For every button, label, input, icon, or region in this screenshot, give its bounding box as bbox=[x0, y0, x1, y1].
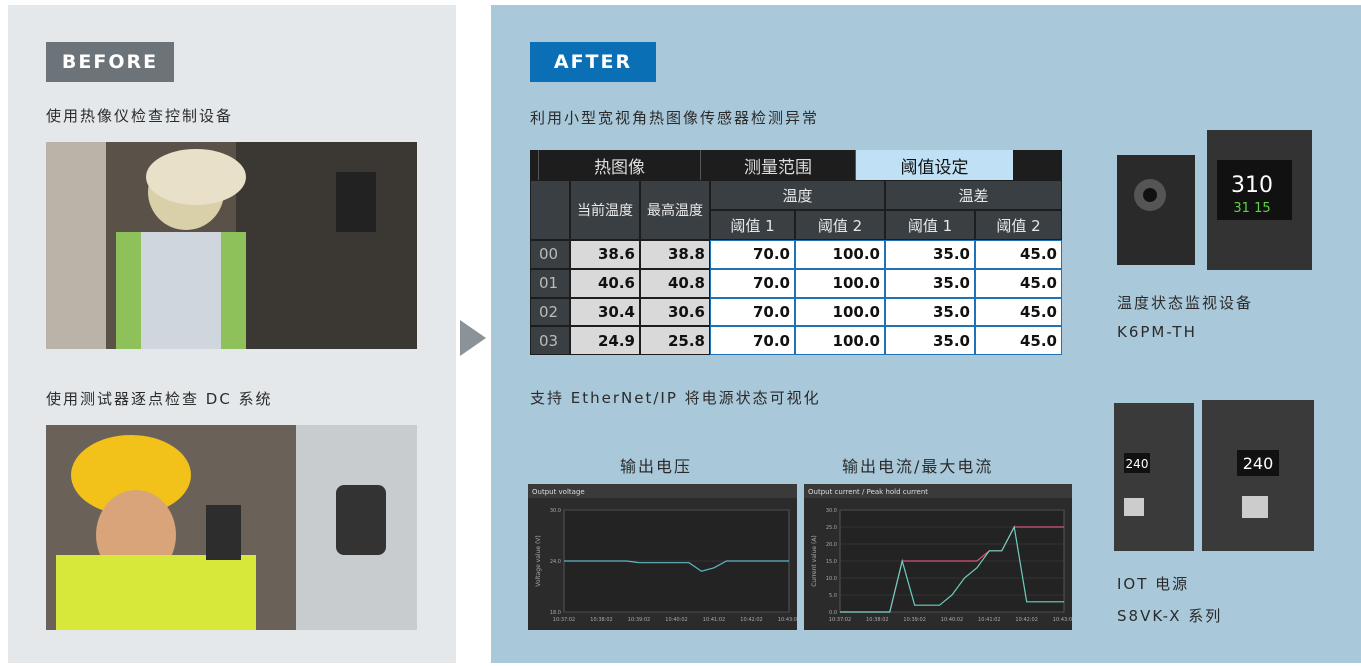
y-tick-label: 25.0 bbox=[826, 525, 837, 531]
table-cell: 45.0 bbox=[975, 269, 1062, 298]
header-cell: 阈值 2 bbox=[795, 210, 885, 240]
y-tick-label: 0.0 bbox=[829, 610, 837, 616]
table-cell: 70.0 bbox=[710, 269, 795, 298]
y-tick-label: 10.0 bbox=[826, 576, 837, 582]
table-cell: 70.0 bbox=[710, 240, 795, 269]
caption: 使用热像仪检查控制设备 bbox=[46, 105, 233, 126]
before-label: BEFORE bbox=[46, 42, 174, 82]
y-axis-label: Current value (A) bbox=[811, 535, 818, 587]
table-cell: 100.0 bbox=[795, 326, 885, 355]
chart: Output voltage 18.0 24.0 30.0 Voltage value … bbox=[528, 484, 797, 630]
caption: 使用测试器逐点检查 DC 系统 bbox=[46, 388, 273, 409]
x-tick-label: 10:39:02 bbox=[628, 617, 650, 623]
table-cell: 45.0 bbox=[975, 240, 1062, 269]
chart: Output current / Peak hold current 0.0 5.0… bbox=[804, 484, 1072, 630]
table-cell: 35.0 bbox=[885, 326, 975, 355]
x-tick-label: 10:38:02 bbox=[590, 617, 612, 623]
table-cell: 45.0 bbox=[975, 326, 1062, 355]
chart-title: Output voltage bbox=[532, 488, 585, 496]
svg-text:240: 240 bbox=[1243, 454, 1274, 473]
x-tick-label: 10:37:02 bbox=[553, 617, 575, 623]
table-cell: 38.8 bbox=[640, 240, 710, 269]
table-cell: 30.4 bbox=[570, 298, 640, 327]
table-cell: 100.0 bbox=[795, 298, 885, 327]
y-tick-label: 15.0 bbox=[826, 559, 837, 565]
page: BEFORE 使用热像仪检查控制设备 使用测试器逐点检查 DC 系统 AFTER… bbox=[0, 0, 1361, 666]
svg-text:240: 240 bbox=[1126, 457, 1149, 471]
header-cell: 阈值 1 bbox=[885, 210, 975, 240]
x-tick-label: 10:38:02 bbox=[866, 617, 888, 623]
tab[interactable]: 测量范围 bbox=[700, 150, 855, 180]
x-tick-label: 10:43:02 bbox=[778, 617, 797, 623]
y-tick-label: 5.0 bbox=[829, 593, 837, 599]
x-tick-label: 10:42:02 bbox=[740, 617, 762, 623]
table-cell: 100.0 bbox=[795, 269, 885, 298]
y-tick-label: 18.0 bbox=[550, 610, 561, 616]
y-tick-label: 24.0 bbox=[550, 559, 561, 565]
x-tick-label: 10:40:02 bbox=[665, 617, 687, 623]
table-cell: 100.0 bbox=[795, 240, 885, 269]
table-cell: 35.0 bbox=[885, 269, 975, 298]
x-tick-label: 10:42:02 bbox=[1015, 617, 1037, 623]
header-cell bbox=[530, 180, 570, 240]
header-cell: 阈值 2 bbox=[975, 210, 1062, 240]
chart-heading: 输出电压 bbox=[620, 453, 692, 477]
device-photo: 310 31 15 bbox=[1112, 120, 1318, 275]
device-model: K6PM-TH bbox=[1117, 323, 1197, 341]
table-cell: 35.0 bbox=[885, 298, 975, 327]
caption: 支持 EtherNet/IP 将电源状态可视化 bbox=[530, 387, 821, 408]
chart-heading: 输出电流/最大电流 bbox=[842, 453, 993, 477]
table-cell: 70.0 bbox=[710, 326, 795, 355]
row-id: 00 bbox=[530, 240, 570, 269]
x-tick-label: 10:39:02 bbox=[903, 617, 925, 623]
x-tick-label: 10:37:02 bbox=[829, 617, 851, 623]
row-id: 01 bbox=[530, 269, 570, 298]
arrow bbox=[458, 318, 488, 358]
chart-title: Output current / Peak hold current bbox=[808, 488, 928, 496]
x-tick-label: 10:43:02 bbox=[1053, 617, 1072, 623]
row-id: 02 bbox=[530, 298, 570, 327]
y-tick-label: 30.0 bbox=[550, 508, 561, 514]
device-model: S8VK-X 系列 bbox=[1117, 605, 1222, 626]
header-cell: 最高温度 bbox=[640, 180, 710, 240]
device-photo: 240 240 bbox=[1112, 398, 1318, 553]
y-tick-label: 20.0 bbox=[826, 542, 837, 548]
table-cell: 40.6 bbox=[570, 269, 640, 298]
header-cell: 温差 bbox=[885, 180, 1062, 210]
header-cell: 阈值 1 bbox=[710, 210, 795, 240]
svg-text:31 15: 31 15 bbox=[1233, 201, 1270, 216]
photo bbox=[46, 425, 417, 630]
header-cell: 温度 bbox=[710, 180, 885, 210]
svg-text:310: 310 bbox=[1231, 173, 1273, 198]
tab[interactable]: 阈值设定 bbox=[855, 150, 1013, 180]
table-cell: 70.0 bbox=[710, 298, 795, 327]
table-cell: 38.6 bbox=[570, 240, 640, 269]
x-tick-label: 10:40:02 bbox=[941, 617, 963, 623]
after-label: AFTER bbox=[530, 42, 656, 82]
device-name: 温度状态监视设备 bbox=[1117, 292, 1253, 313]
y-axis-label: Voltage value (V) bbox=[535, 535, 542, 587]
caption: 利用小型宽视角热图像传感器检测异常 bbox=[530, 107, 819, 128]
x-tick-label: 10:41:02 bbox=[703, 617, 725, 623]
table-cell: 45.0 bbox=[975, 298, 1062, 327]
photo bbox=[46, 142, 417, 349]
tab[interactable]: 热图像 bbox=[538, 150, 700, 180]
table-cell: 35.0 bbox=[885, 240, 975, 269]
header-cell: 当前温度 bbox=[570, 180, 640, 240]
device-name: IOT 电源 bbox=[1117, 573, 1189, 594]
y-tick-label: 30.0 bbox=[826, 508, 837, 514]
table-cell: 40.8 bbox=[640, 269, 710, 298]
x-tick-label: 10:41:02 bbox=[978, 617, 1000, 623]
table-cell: 24.9 bbox=[570, 326, 640, 355]
table-cell: 30.6 bbox=[640, 298, 710, 327]
table-cell: 25.8 bbox=[640, 326, 710, 355]
row-id: 03 bbox=[530, 326, 570, 355]
